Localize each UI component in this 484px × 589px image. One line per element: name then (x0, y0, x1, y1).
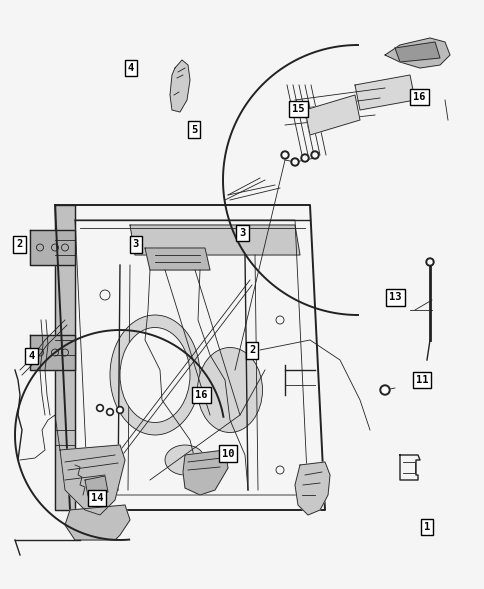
Circle shape (427, 260, 431, 264)
Ellipse shape (165, 445, 205, 475)
Circle shape (98, 406, 102, 410)
Text: 10: 10 (221, 449, 234, 458)
Text: 2: 2 (16, 240, 22, 249)
Circle shape (118, 408, 121, 412)
Text: 2: 2 (249, 346, 255, 355)
Circle shape (310, 151, 318, 159)
Polygon shape (145, 248, 210, 270)
Text: 15: 15 (291, 104, 304, 114)
Text: 13: 13 (388, 293, 401, 302)
Circle shape (280, 151, 288, 159)
Circle shape (302, 156, 306, 160)
Circle shape (301, 154, 308, 162)
Text: 1: 1 (423, 522, 429, 532)
Circle shape (108, 410, 112, 414)
Text: 3: 3 (133, 240, 138, 249)
Circle shape (116, 406, 123, 413)
Polygon shape (65, 505, 130, 540)
Circle shape (283, 153, 287, 157)
Polygon shape (394, 42, 439, 62)
Circle shape (96, 405, 103, 412)
Polygon shape (85, 476, 108, 496)
Polygon shape (60, 445, 125, 515)
Polygon shape (384, 38, 449, 68)
Polygon shape (30, 335, 75, 370)
Text: 14: 14 (91, 493, 103, 502)
Circle shape (379, 385, 389, 395)
Circle shape (292, 160, 296, 164)
Text: 4: 4 (29, 352, 34, 361)
Polygon shape (354, 75, 414, 110)
Circle shape (290, 158, 298, 166)
Ellipse shape (110, 315, 199, 435)
Polygon shape (130, 225, 300, 255)
Polygon shape (182, 450, 227, 495)
Text: 3: 3 (239, 228, 245, 237)
Polygon shape (170, 60, 190, 112)
Circle shape (381, 387, 387, 393)
Ellipse shape (197, 348, 262, 432)
Circle shape (425, 258, 433, 266)
Text: 4: 4 (128, 63, 134, 72)
Circle shape (106, 409, 113, 415)
Polygon shape (304, 95, 359, 135)
Ellipse shape (120, 327, 190, 422)
Polygon shape (55, 205, 75, 510)
Polygon shape (294, 462, 329, 515)
Circle shape (312, 153, 317, 157)
Text: 16: 16 (412, 92, 425, 102)
Polygon shape (30, 230, 75, 265)
Text: 16: 16 (195, 390, 207, 399)
Text: 11: 11 (415, 375, 427, 385)
Text: 5: 5 (191, 125, 197, 134)
